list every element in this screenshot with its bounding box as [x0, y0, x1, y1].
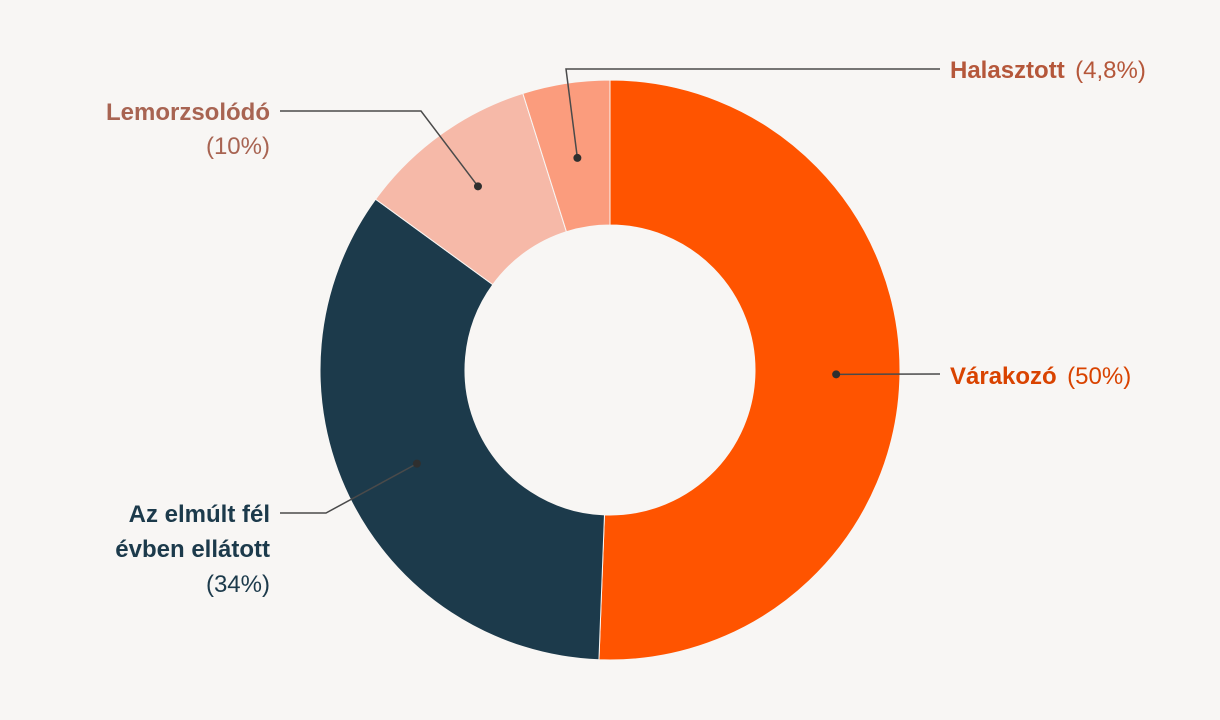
leader-dot-halasztott	[573, 153, 582, 162]
label-ellatott-pct: (34%)	[206, 571, 270, 598]
label-lemorzsolodo-pct: (10%)	[206, 133, 270, 160]
label-lemorzsolodo-name: Lemorzsolódó	[106, 99, 270, 126]
slice-halasztott	[522, 79, 611, 233]
leader-dot-varakozo	[832, 370, 841, 379]
label-ellatott-line2: évben ellátott	[115, 536, 270, 563]
leader-line-lemorzsolodo	[280, 110, 479, 187]
leader-line-halasztott	[565, 68, 940, 158]
label-halasztott: Halasztott (4,8%)	[950, 57, 1146, 84]
label-varakozo-pct: (50%)	[1067, 363, 1131, 390]
leader-dot-lemorzsolodo	[473, 182, 482, 191]
leader-line-az-elmult-fel-evben-ellatott	[280, 462, 418, 514]
slice-az-elmult-fel-evben-ellatott	[319, 198, 605, 661]
slice-varakozo	[598, 79, 901, 661]
label-halasztott-pct: (4,8%)	[1075, 57, 1146, 84]
label-varakozo: Várakozó (50%)	[950, 363, 1131, 390]
label-varakozo-name: Várakozó	[950, 363, 1057, 390]
label-ellatott-line1: Az elmúlt fél	[129, 501, 270, 528]
leader-dot-az-elmult-fel-evben-ellatott	[412, 459, 421, 468]
label-halasztott-name: Halasztott	[950, 57, 1065, 84]
